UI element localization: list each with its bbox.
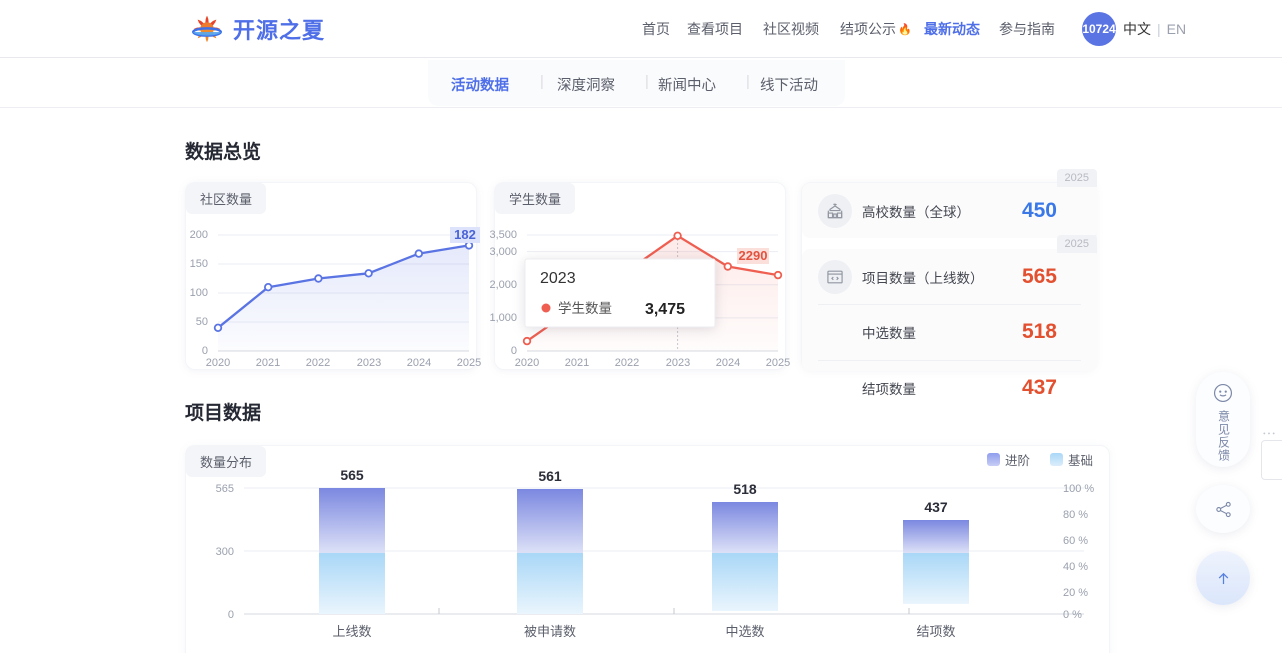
svg-text:学生数量: 学生数量: [558, 301, 612, 316]
svg-text:150: 150: [190, 258, 208, 270]
svg-text:中选数: 中选数: [725, 624, 764, 639]
svg-text:182: 182: [454, 227, 476, 242]
svg-text:565: 565: [340, 467, 364, 483]
svg-text:40 %: 40 %: [1063, 561, 1088, 573]
svg-text:0: 0: [228, 609, 234, 621]
svg-text:结项数: 结项数: [916, 624, 955, 639]
svg-text:200: 200: [190, 229, 208, 241]
svg-text:2023: 2023: [357, 357, 381, 369]
svg-text:60 %: 60 %: [1063, 535, 1088, 547]
svg-text:2025: 2025: [457, 357, 481, 369]
svg-text:50: 50: [196, 316, 208, 328]
svg-text:3,000: 3,000: [489, 246, 517, 258]
svg-text:437: 437: [924, 499, 948, 515]
svg-text:0: 0: [202, 345, 208, 357]
svg-text:2021: 2021: [565, 357, 589, 369]
svg-text:80 %: 80 %: [1063, 509, 1088, 521]
svg-text:0 %: 0 %: [1063, 609, 1082, 621]
svg-text:2022: 2022: [306, 357, 330, 369]
svg-text:2023: 2023: [540, 270, 576, 287]
svg-text:2290: 2290: [739, 248, 768, 263]
svg-text:2,000: 2,000: [489, 279, 517, 291]
svg-text:20 %: 20 %: [1063, 587, 1088, 599]
svg-text:3,475: 3,475: [645, 301, 685, 318]
svg-text:被申请数: 被申请数: [524, 624, 576, 639]
svg-text:2021: 2021: [256, 357, 280, 369]
svg-text:2023: 2023: [666, 357, 690, 369]
svg-text:561: 561: [538, 468, 562, 484]
svg-text:518: 518: [733, 481, 757, 497]
svg-text:565: 565: [216, 483, 234, 495]
svg-text:1,000: 1,000: [489, 312, 517, 324]
svg-text:2020: 2020: [515, 357, 539, 369]
svg-text:2025: 2025: [766, 357, 790, 369]
svg-text:0: 0: [511, 345, 517, 357]
svg-text:100: 100: [190, 287, 208, 299]
svg-text:2022: 2022: [615, 357, 639, 369]
svg-text:3,500: 3,500: [489, 229, 517, 241]
svg-text:2024: 2024: [716, 357, 740, 369]
svg-text:2020: 2020: [206, 357, 230, 369]
svg-text:300: 300: [216, 546, 234, 558]
svg-text:上线数: 上线数: [332, 624, 371, 639]
svg-text:100 %: 100 %: [1063, 483, 1094, 495]
svg-text:2024: 2024: [407, 357, 431, 369]
